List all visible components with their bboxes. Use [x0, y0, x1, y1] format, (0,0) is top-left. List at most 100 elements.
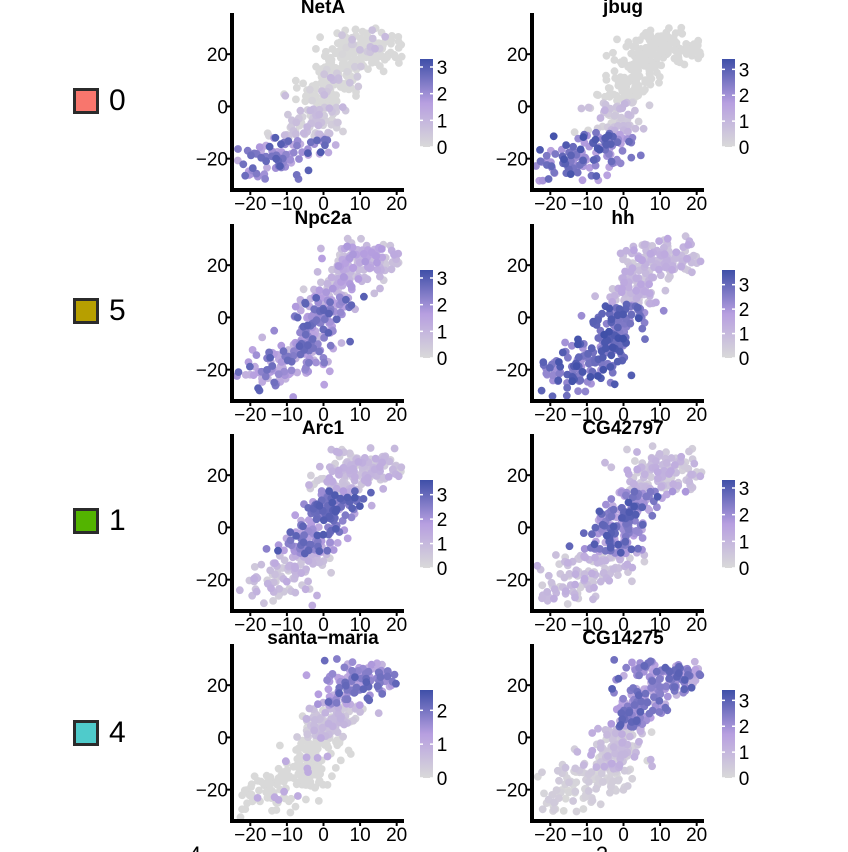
scatter-point	[325, 487, 333, 495]
scatter-point	[634, 66, 643, 75]
scatter-point	[325, 512, 334, 521]
scatter-point	[689, 251, 698, 260]
scatter-point	[312, 515, 321, 524]
scatter-point	[598, 520, 607, 529]
scatter-point	[600, 330, 609, 339]
scatter-points	[233, 234, 403, 401]
scatter-point	[561, 763, 570, 772]
scatter-point	[549, 132, 558, 141]
scatter-point	[280, 131, 289, 140]
scatter-point	[610, 56, 619, 64]
scatter-point	[588, 569, 596, 578]
scatter-point	[657, 482, 666, 491]
scatter-point	[291, 802, 300, 811]
scatter-point	[611, 749, 619, 758]
scatter-point	[308, 601, 317, 610]
scatter-point	[326, 73, 335, 82]
scatter-point	[548, 371, 557, 380]
scatter-point	[291, 564, 300, 573]
x-tick-label: −10	[271, 194, 303, 215]
scatter-point	[327, 273, 336, 282]
colorbar-label: 1	[437, 535, 448, 556]
scatter-point	[338, 50, 347, 58]
scatter-point	[632, 36, 640, 45]
scatter-point	[624, 283, 633, 292]
scatter-point	[304, 166, 313, 175]
scatter-point	[317, 97, 326, 106]
scatter-point	[266, 566, 275, 575]
x-tick-label: −20	[234, 194, 266, 215]
scatter-point	[303, 123, 311, 131]
x-tick-label: 20	[686, 615, 707, 636]
x-tick-label: 20	[686, 194, 707, 215]
scatter-point	[579, 156, 587, 165]
scatter-point	[254, 384, 262, 393]
scatter-point	[368, 34, 377, 43]
scatter-point	[292, 95, 300, 104]
scatter-point	[343, 695, 352, 704]
scatter-point	[314, 700, 322, 708]
scatter-point	[320, 52, 329, 60]
scatter-point	[376, 272, 384, 281]
scatter-point	[276, 741, 284, 750]
scatter-point	[339, 273, 348, 281]
scatter-point	[252, 169, 261, 178]
scatter-point	[279, 347, 288, 356]
scatter-point	[277, 140, 285, 149]
scatter-point	[538, 805, 547, 814]
scatter-point	[390, 444, 399, 453]
scatter-point	[616, 159, 625, 168]
scatter-point	[277, 358, 286, 366]
scatter-point	[345, 449, 354, 458]
scatter-point	[607, 351, 616, 360]
scatter-point	[572, 362, 581, 370]
scatter-point	[593, 90, 601, 99]
x-tick-label: 10	[350, 615, 371, 636]
scatter-point	[276, 162, 284, 171]
scatter-point	[687, 683, 696, 692]
scatter-point	[373, 682, 382, 690]
scatter-point	[343, 242, 352, 251]
scatter-point	[608, 343, 617, 352]
scatter-point	[672, 248, 681, 257]
scatter-point	[292, 780, 301, 789]
scatter-point	[580, 574, 589, 583]
scatter-point	[274, 777, 283, 786]
scatter-point	[325, 367, 334, 376]
scatter-point	[663, 692, 672, 701]
scatter-point	[616, 73, 625, 81]
scatter-point	[347, 283, 356, 291]
y-tick-label: 0	[517, 308, 528, 329]
scatter-point	[685, 477, 693, 486]
scatter-point	[589, 156, 598, 164]
scatter-point	[622, 246, 631, 255]
scatter-point	[371, 44, 379, 53]
scatter-point	[323, 740, 331, 749]
scatter-point	[606, 788, 614, 797]
scatter-point	[302, 795, 310, 804]
scatter-point	[588, 796, 597, 805]
scatter-point	[354, 82, 363, 91]
x-tick-label: 10	[350, 194, 371, 215]
scatter-point	[675, 669, 683, 678]
scatter-point	[617, 113, 626, 122]
scatter-point	[323, 279, 332, 288]
scatter-point	[377, 245, 386, 253]
scatter-point	[648, 442, 657, 450]
scatter-point	[623, 445, 631, 454]
scatter-point	[314, 523, 323, 531]
scatter-point	[315, 462, 324, 471]
scatter-point	[328, 284, 337, 293]
scatter-point	[281, 757, 290, 766]
y-tick-label: 0	[517, 728, 528, 749]
scatter-point	[624, 127, 632, 136]
scatter-point	[376, 673, 385, 681]
scatter-point	[594, 724, 602, 733]
scatter-point	[334, 118, 342, 127]
colorbar-label: 0	[739, 138, 750, 159]
scatter-point	[610, 380, 619, 389]
scatter-point	[245, 791, 254, 800]
